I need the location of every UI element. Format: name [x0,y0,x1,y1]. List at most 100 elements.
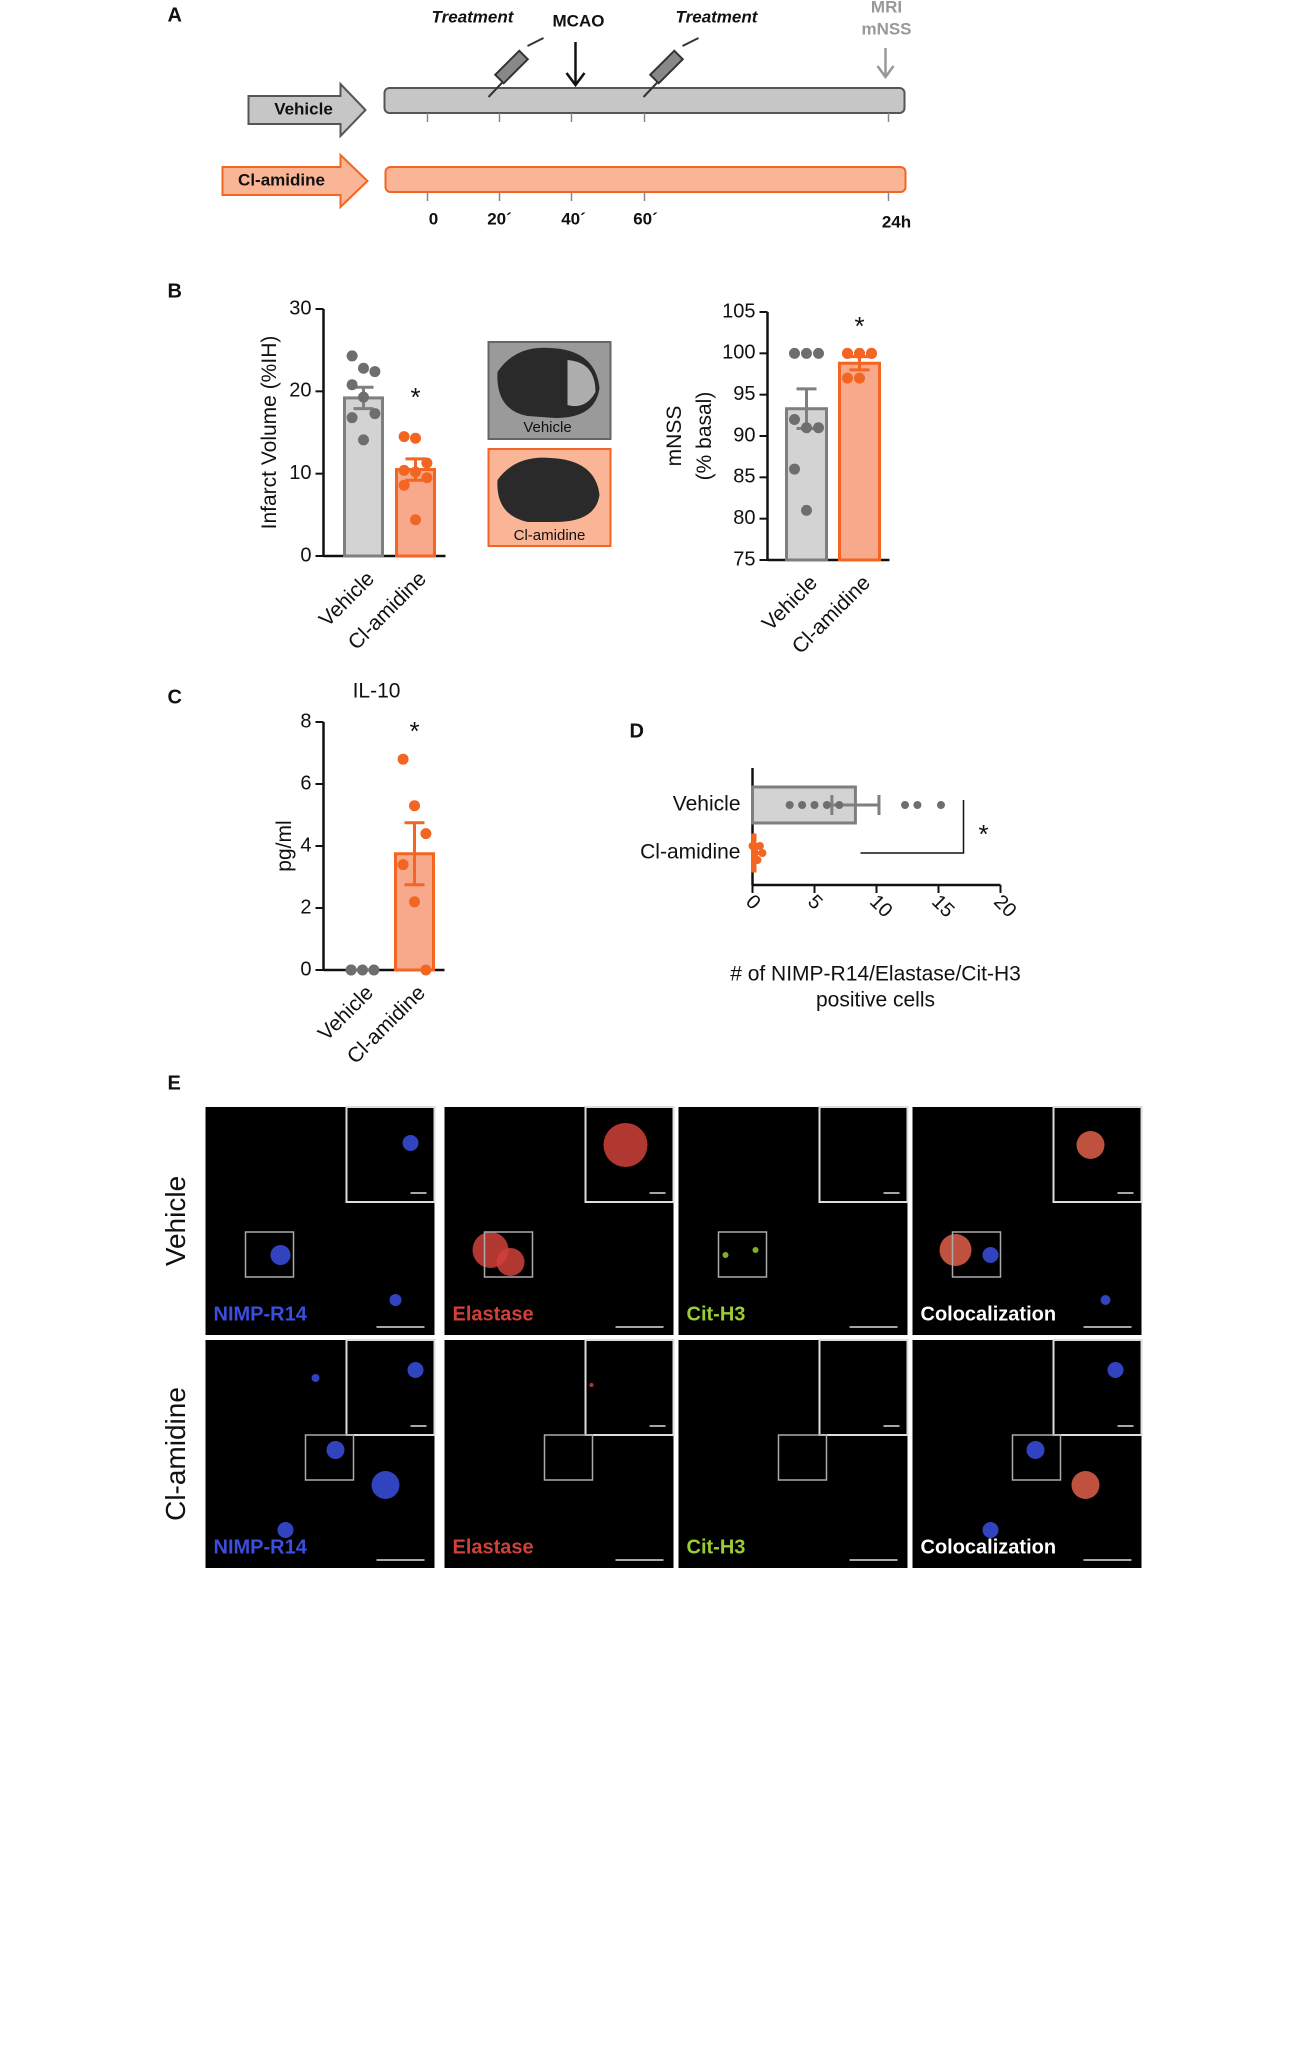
y-tick-label: 10 [289,462,311,484]
y-tick-label: 4 [300,834,311,856]
event-label: Treatment [432,7,515,26]
signal [939,1234,972,1266]
data-point [410,514,421,526]
data-point [345,964,357,976]
roi [717,1231,768,1278]
x-tick-label: 0 [741,891,764,914]
data-point [420,828,432,840]
data-point [789,347,800,359]
data-point [398,431,410,443]
y-tick-label: 85 [733,466,755,488]
inset [1052,1339,1143,1436]
y-tick-label: 6 [300,772,311,794]
data-point [866,347,877,359]
data-point [752,856,761,864]
signal [402,1135,419,1151]
y-tick-label: 0 [300,544,311,566]
inset [584,1339,675,1436]
vehicle-timeline [383,87,906,114]
micrograph [444,1340,674,1568]
micrograph [678,1340,908,1568]
signal [1107,1362,1124,1378]
micrograph [205,1340,435,1568]
channel-label: Elastase [453,1303,534,1325]
data-point [801,504,812,516]
signal [270,1245,291,1265]
syringe [487,37,699,98]
roi [543,1434,594,1481]
roi [483,1231,534,1278]
data-point [346,379,358,391]
micrograph [678,1107,908,1335]
panel-label: B [168,280,182,302]
roi [951,1231,1002,1278]
signal [752,1247,759,1253]
data-point [397,859,409,871]
event-label: mNSS [861,19,911,38]
y-tick-label: 80 [733,507,755,529]
y-tick-label: 105 [722,300,755,322]
data-point [409,896,420,908]
data-point [835,801,844,809]
signal [371,1471,400,1499]
channel-label: Elastase [453,1536,534,1558]
signal [496,1248,525,1276]
data-point [801,422,812,434]
signal [407,1362,424,1378]
x-axis-label: positive cells [816,989,935,1012]
y-tick-label: 0 [300,958,311,980]
data-point [420,964,432,976]
x-tick-label: 15 [927,891,958,922]
data-point [369,366,381,378]
cl-timeline [384,166,907,193]
data-point [842,347,853,359]
channel-label: Colocalization [921,1303,1057,1325]
channel-label: Cit-H3 [687,1303,746,1325]
inset [345,1106,436,1203]
image-label: Vehicle [523,419,571,436]
brain-slice [497,457,600,522]
signal [982,1522,999,1538]
chart-title: IL-10 [353,680,401,703]
roi [304,1434,355,1481]
data-point [368,964,380,976]
channel-label: Cit-H3 [687,1536,746,1558]
data-point [936,801,945,809]
data-point [785,801,794,809]
group-label: Vehicle [274,99,333,118]
annotation: * [410,382,420,412]
time-label: 20´ [487,209,512,228]
y-tick-label: 20 [289,380,311,402]
data-point [801,347,812,359]
time-label: 24h [882,212,911,231]
event-label: MRI [871,0,902,16]
roi [777,1434,828,1481]
data-point [369,408,381,420]
panel-label: D [630,720,644,742]
event-label: MCAO [553,11,605,30]
signal [1026,1441,1045,1459]
x-tick-label: 5 [803,891,826,914]
signal [722,1252,729,1258]
panel-label: A [168,4,182,26]
signal [1100,1295,1111,1305]
data-point [421,472,433,484]
signal [1076,1131,1105,1159]
data-point [750,849,759,857]
x-tick-label: 10 [865,891,896,922]
y-tick-label: 75 [733,548,755,570]
panel-label: C [168,686,182,708]
x-axis-label: # of NIMP-R14/Elastase/Cit-H3 [730,963,1021,986]
inset [818,1106,909,1203]
time-label: 40´ [561,209,586,228]
vehicle-arrow [247,81,367,139]
mcao-arrow [565,42,586,88]
bar [394,852,435,972]
bracket [860,800,965,854]
y-tick-label: 2 [300,896,311,918]
data-point [854,347,865,359]
mri-arrow [876,48,895,80]
y-axis-label: pg/ml [273,820,296,871]
cl-arrow [221,152,369,210]
data-point [409,800,420,812]
